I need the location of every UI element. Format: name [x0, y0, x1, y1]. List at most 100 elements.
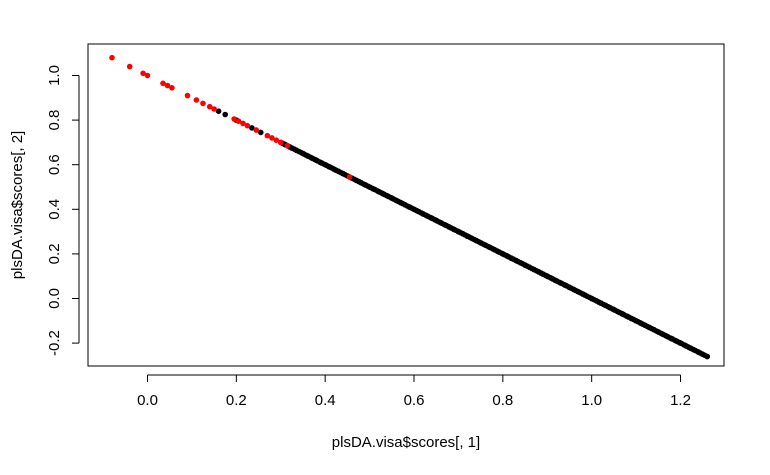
data-point — [633, 318, 639, 324]
data-point — [393, 197, 400, 204]
data-point — [620, 311, 626, 317]
data-point — [482, 242, 488, 248]
data-point — [335, 168, 342, 175]
data-point — [249, 125, 255, 131]
data-point — [664, 333, 670, 340]
data-point — [362, 182, 368, 188]
data-point — [206, 103, 213, 110]
data-point — [553, 277, 559, 284]
data-point — [253, 127, 260, 133]
data-point — [677, 340, 684, 346]
data-point — [331, 166, 337, 172]
data-point — [473, 237, 480, 244]
data-point — [211, 106, 217, 112]
data-point — [682, 342, 688, 349]
data-point — [420, 211, 426, 217]
data-point — [235, 118, 242, 124]
data-point — [460, 231, 466, 237]
data-point — [491, 246, 497, 253]
data-point — [215, 108, 222, 114]
data-point — [637, 320, 644, 326]
x-tick-label: 0.4 — [315, 392, 336, 409]
x-tick-label: 0.6 — [404, 392, 425, 409]
x-tick-label: 1.2 — [670, 392, 691, 409]
y-tick-label: 0.4 — [46, 199, 63, 220]
data-point — [628, 315, 635, 322]
data-point — [231, 116, 237, 122]
data-point — [575, 289, 582, 295]
data-point — [415, 208, 422, 215]
data-point — [357, 179, 364, 186]
data-point — [442, 222, 448, 228]
data-point — [695, 349, 702, 355]
data-point — [371, 186, 377, 192]
data-point — [540, 271, 546, 277]
x-axis-title: plsDA.visa$scores[, 1] — [332, 434, 480, 451]
y-axis-title: plsDA.visa$scores[, 2] — [9, 131, 26, 279]
data-point — [200, 100, 206, 107]
y-tick-label: 0.8 — [46, 110, 63, 131]
data-point — [504, 253, 511, 259]
data-point — [346, 174, 353, 180]
data-point — [160, 80, 166, 87]
data-point — [522, 262, 528, 268]
data-point — [699, 351, 706, 358]
data-point — [240, 120, 246, 127]
data-point — [126, 63, 133, 70]
data-point — [353, 177, 360, 184]
y-tick-label: 0.2 — [46, 243, 63, 264]
data-point — [651, 326, 657, 333]
data-point — [508, 255, 515, 262]
data-point — [646, 324, 653, 331]
data-point — [562, 282, 568, 288]
y-axis: -0.2 0.0 0.2 0.4 0.6 0.8 1.0 — [46, 65, 80, 356]
data-point — [477, 240, 484, 246]
data-point — [193, 97, 200, 103]
data-point — [597, 300, 604, 306]
data-point — [517, 260, 524, 266]
data-point — [140, 70, 146, 77]
y-tick-label: 0.0 — [46, 288, 63, 309]
plot-frame — [87, 43, 725, 367]
data-point — [557, 280, 564, 286]
x-tick-label: 0.8 — [492, 392, 513, 409]
data-point — [686, 344, 693, 351]
data-point — [269, 135, 275, 141]
data-point — [455, 228, 462, 235]
data-point — [615, 309, 622, 315]
data-point — [326, 164, 333, 170]
data-point — [437, 219, 444, 226]
data-point — [340, 170, 346, 177]
data-point — [222, 111, 228, 118]
data-point — [244, 122, 251, 129]
x-tick-label: 0.0 — [137, 392, 158, 409]
data-point — [169, 85, 175, 91]
data-point — [304, 153, 311, 159]
data-point — [451, 226, 457, 233]
data-point — [642, 322, 648, 329]
data-point — [384, 193, 391, 199]
data-points — [109, 54, 710, 360]
data-point — [468, 235, 475, 242]
data-point — [655, 329, 662, 335]
data-point — [309, 155, 315, 161]
data-point — [109, 54, 115, 61]
data-point — [397, 199, 404, 206]
data-point — [273, 137, 280, 143]
data-point — [313, 157, 320, 163]
data-point — [659, 331, 666, 338]
data-point — [548, 275, 555, 282]
data-point — [258, 129, 264, 136]
data-point — [602, 302, 608, 309]
data-point — [284, 142, 291, 149]
data-point — [406, 204, 413, 210]
data-point — [535, 268, 542, 275]
data-point — [606, 304, 613, 311]
y-tick-label: -0.2 — [46, 330, 63, 356]
data-point — [293, 147, 300, 153]
data-point — [673, 338, 679, 344]
data-point — [433, 217, 440, 224]
data-point — [531, 266, 537, 273]
